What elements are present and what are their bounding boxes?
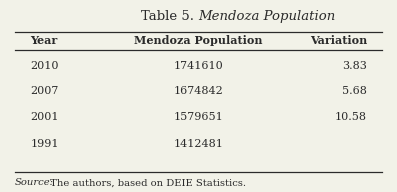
- Text: 3.83: 3.83: [342, 61, 367, 71]
- Text: 2010: 2010: [30, 61, 59, 71]
- Text: Source:: Source:: [15, 178, 54, 187]
- Text: 2001: 2001: [30, 113, 59, 122]
- Text: 5.68: 5.68: [342, 86, 367, 96]
- Text: 1579651: 1579651: [173, 113, 224, 122]
- Text: Mendoza Population: Mendoza Population: [134, 35, 263, 46]
- Text: Year: Year: [30, 35, 58, 46]
- Text: Table 5.: Table 5.: [141, 10, 198, 23]
- Text: 1991: 1991: [30, 139, 59, 149]
- Text: 10.58: 10.58: [335, 113, 367, 122]
- Text: Variation: Variation: [310, 35, 367, 46]
- Text: 1741610: 1741610: [173, 61, 224, 71]
- Text: 1674842: 1674842: [173, 86, 224, 96]
- Text: The authors, based on DEIE Statistics.: The authors, based on DEIE Statistics.: [47, 178, 246, 187]
- Text: 2007: 2007: [30, 86, 58, 96]
- Text: 1412481: 1412481: [173, 139, 224, 149]
- Text: Mendoza Population: Mendoza Population: [198, 10, 336, 23]
